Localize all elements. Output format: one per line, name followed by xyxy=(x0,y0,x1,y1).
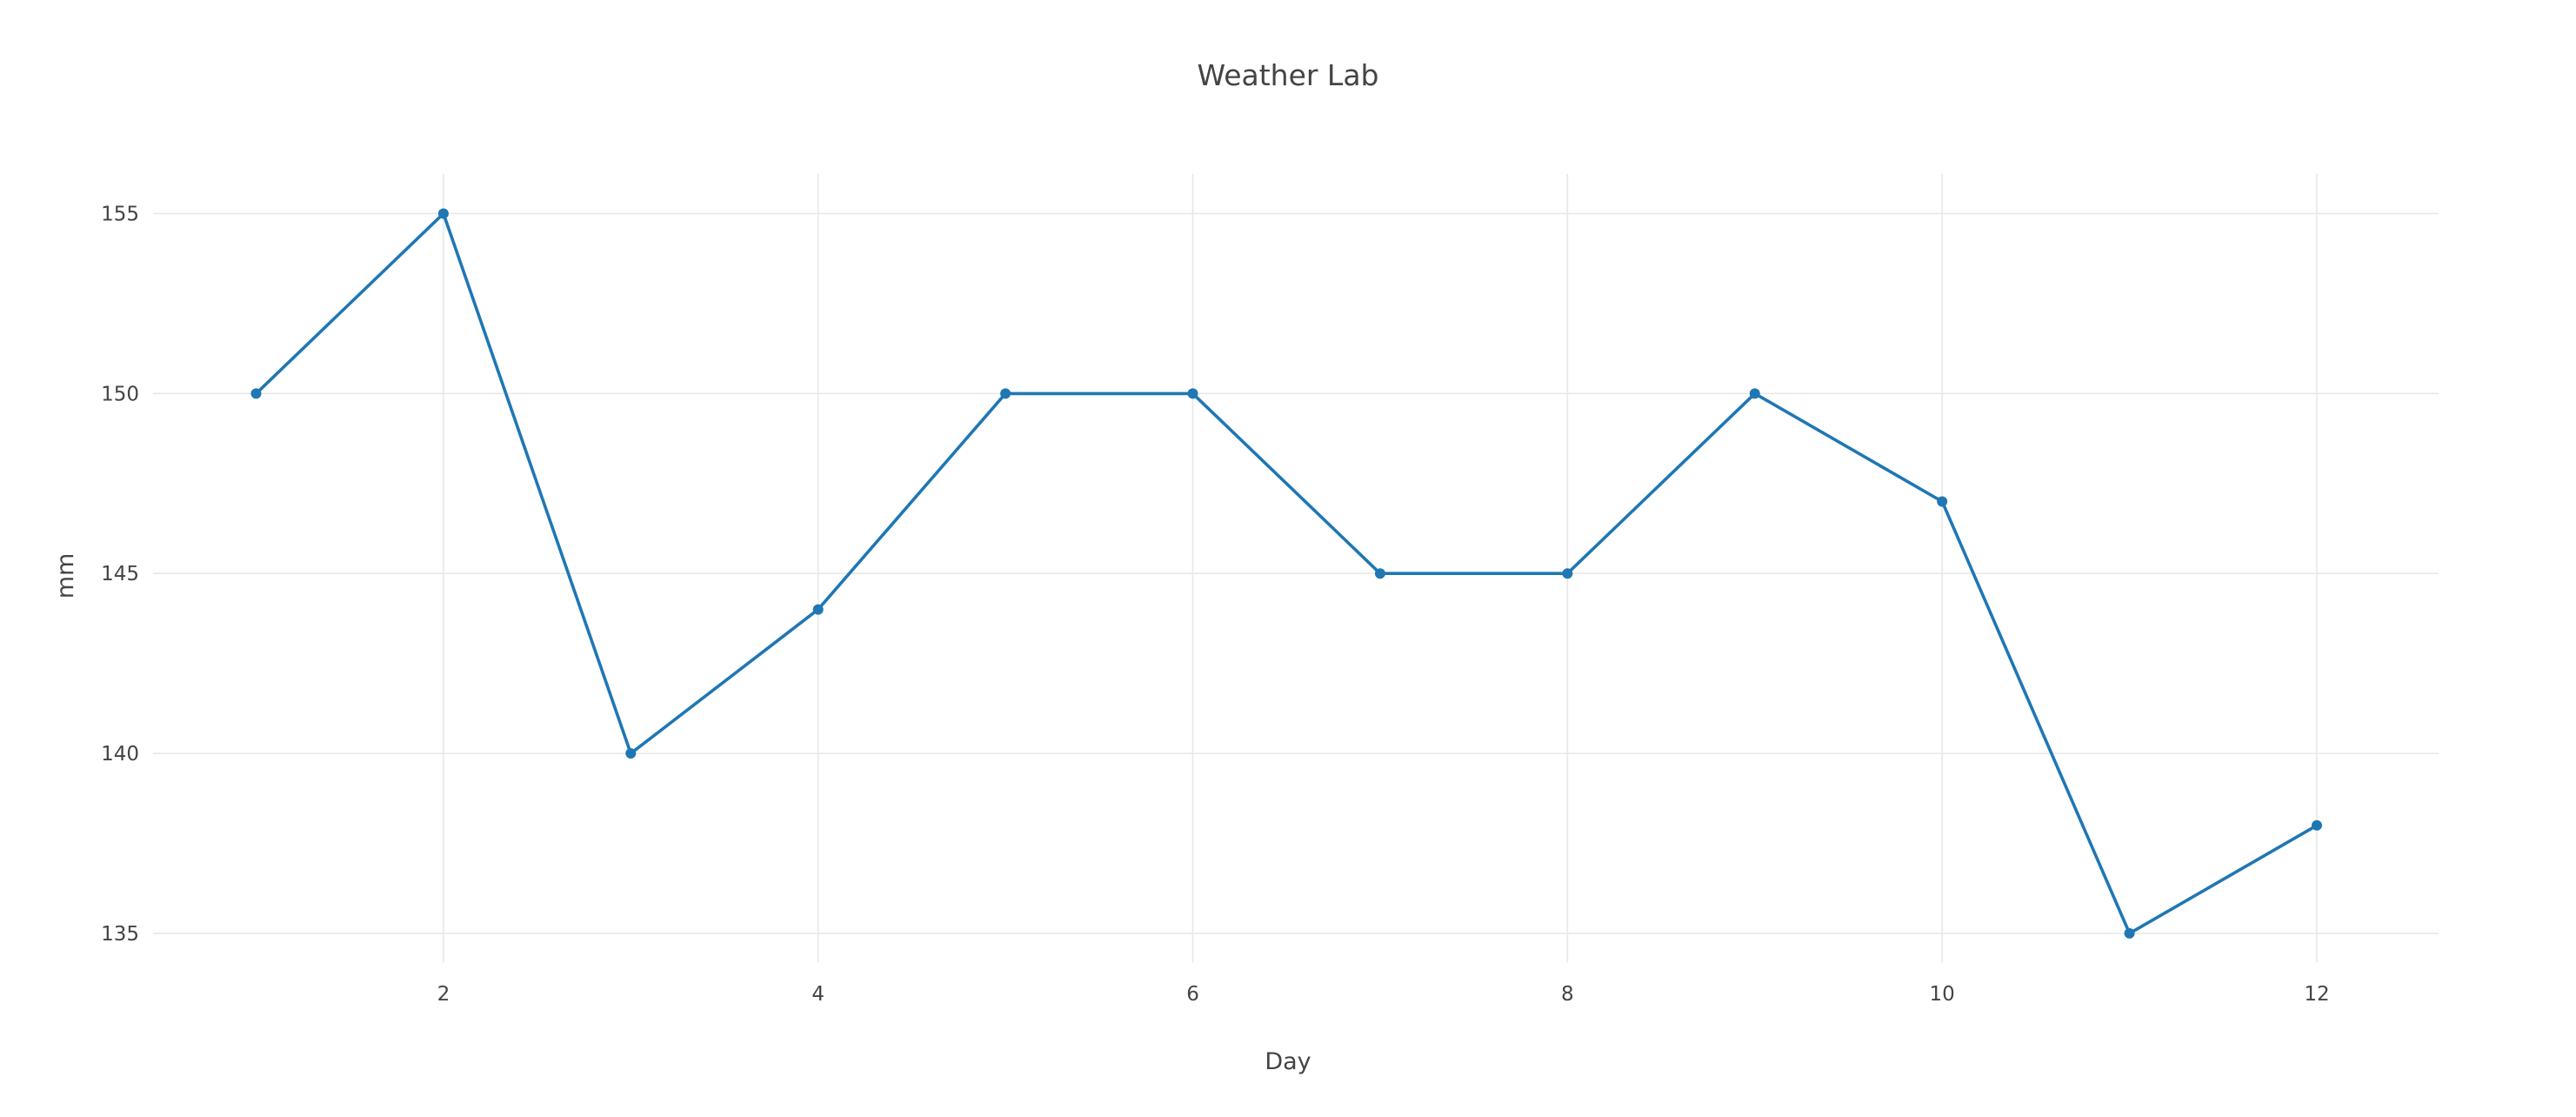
data-point[interactable] xyxy=(1187,388,1198,399)
data-point[interactable] xyxy=(1749,388,1760,399)
y-tick-label: 140 xyxy=(101,743,139,766)
x-tick-label: 8 xyxy=(1561,983,1574,1006)
data-point[interactable] xyxy=(437,208,449,219)
data-point[interactable] xyxy=(812,604,824,615)
y-tick-labels: 135 140 145 150 155 xyxy=(101,204,139,946)
data-point[interactable] xyxy=(1562,568,1573,579)
x-tick-label: 2 xyxy=(437,983,450,1006)
data-point[interactable] xyxy=(1000,388,1011,399)
x-tick-label: 12 xyxy=(2304,983,2329,1006)
series-layer xyxy=(250,208,2322,939)
x-tick-label: 10 xyxy=(1930,983,1955,1006)
y-tick-label: 145 xyxy=(101,563,139,585)
series-line xyxy=(255,211,2318,935)
data-point[interactable] xyxy=(2311,819,2322,831)
x-axis-title: Day xyxy=(1265,1048,1311,1075)
y-tick-label: 155 xyxy=(101,204,139,226)
chart-title: Weather Lab xyxy=(1198,58,1379,92)
y-axis-title: mm xyxy=(52,553,79,599)
y-tick-label: 150 xyxy=(101,383,139,405)
x-tick-label: 4 xyxy=(811,983,824,1006)
data-point[interactable] xyxy=(1374,568,1385,579)
x-tick-label: 6 xyxy=(1186,983,1199,1006)
x-tick-labels: 2 4 6 8 10 12 xyxy=(437,983,2330,1006)
y-tick-label: 135 xyxy=(101,923,139,946)
data-point[interactable] xyxy=(250,388,262,399)
data-point[interactable] xyxy=(2124,927,2135,939)
data-point[interactable] xyxy=(625,748,637,759)
x-gridlines xyxy=(443,174,2318,962)
data-point[interactable] xyxy=(1937,496,1948,507)
y-gridlines xyxy=(153,212,2439,934)
